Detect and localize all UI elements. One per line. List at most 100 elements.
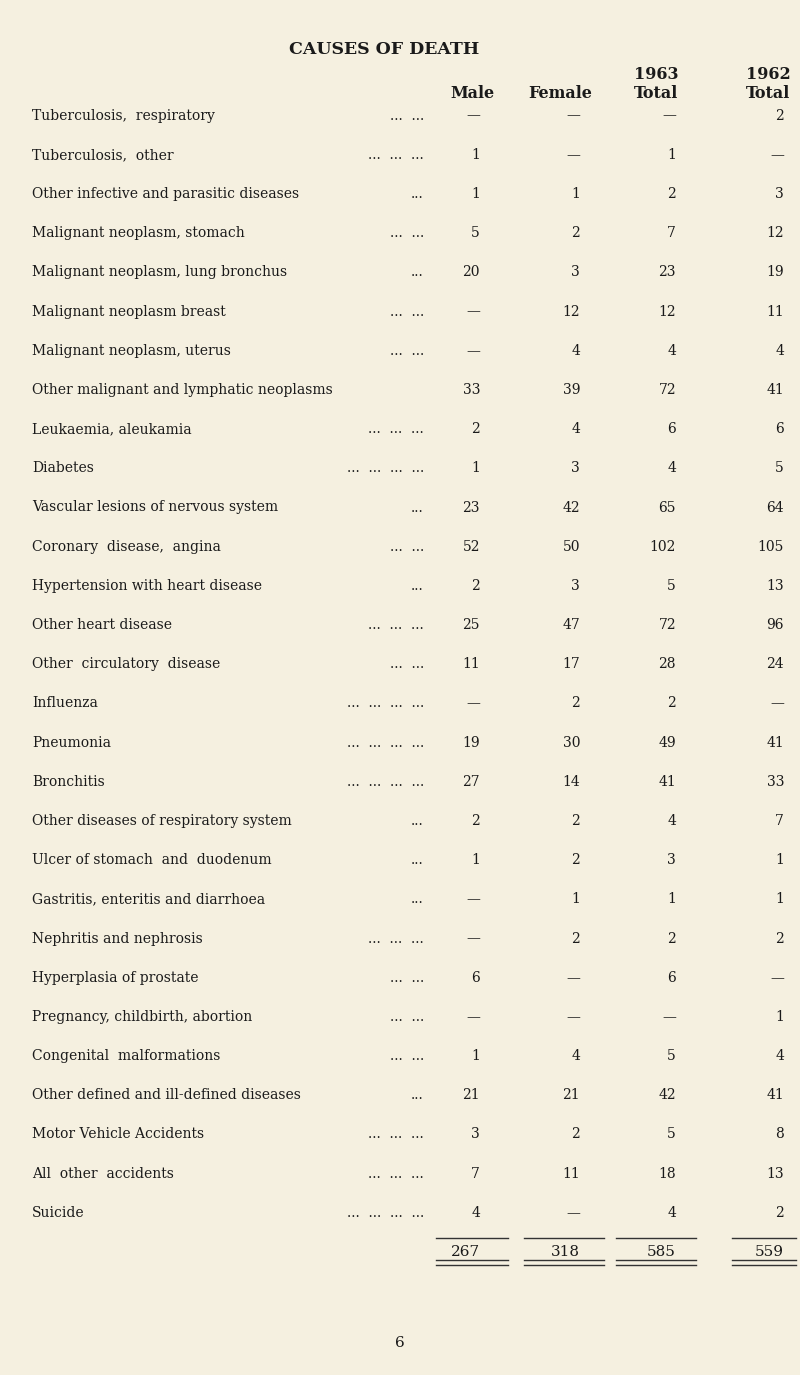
Text: ...  ...  ...: ... ... ... (368, 619, 424, 632)
Text: 64: 64 (766, 500, 784, 514)
Text: ...: ... (411, 814, 424, 828)
Text: ...: ... (411, 265, 424, 279)
Text: 6: 6 (667, 422, 676, 436)
Text: Pneumonia: Pneumonia (32, 736, 111, 749)
Text: Malignant neoplasm breast: Malignant neoplasm breast (32, 305, 226, 319)
Text: Malignant neoplasm, stomach: Malignant neoplasm, stomach (32, 227, 245, 241)
Text: 1962: 1962 (746, 66, 790, 82)
Text: 24: 24 (766, 657, 784, 671)
Text: —: — (566, 148, 580, 162)
Text: Influenza: Influenza (32, 696, 98, 711)
Text: 3: 3 (667, 852, 676, 868)
Text: 4: 4 (775, 344, 784, 358)
Text: —: — (466, 932, 480, 946)
Text: 2: 2 (471, 579, 480, 593)
Text: 19: 19 (462, 736, 480, 749)
Text: 1: 1 (667, 148, 676, 162)
Text: 4: 4 (667, 344, 676, 358)
Text: 4: 4 (667, 1206, 676, 1220)
Text: —: — (466, 305, 480, 319)
Text: ...  ...: ... ... (390, 657, 424, 671)
Text: Total: Total (746, 85, 790, 102)
Text: 39: 39 (562, 384, 580, 397)
Text: ...  ...  ...: ... ... ... (368, 148, 424, 162)
Text: 585: 585 (647, 1246, 676, 1260)
Text: 6: 6 (471, 971, 480, 984)
Text: —: — (662, 1009, 676, 1024)
Text: Other malignant and lymphatic neoplasms: Other malignant and lymphatic neoplasms (32, 384, 333, 397)
Text: 72: 72 (658, 384, 676, 397)
Text: 18: 18 (658, 1166, 676, 1181)
Text: 3: 3 (471, 1128, 480, 1141)
Text: 27: 27 (462, 775, 480, 789)
Text: 41: 41 (766, 1089, 784, 1103)
Text: 12: 12 (658, 305, 676, 319)
Text: 13: 13 (766, 579, 784, 593)
Text: 3: 3 (571, 461, 580, 476)
Text: Ulcer of stomach  and  duodenum: Ulcer of stomach and duodenum (32, 852, 272, 868)
Text: 2: 2 (775, 932, 784, 946)
Text: ...  ...: ... ... (390, 227, 424, 241)
Text: 2: 2 (667, 932, 676, 946)
Text: ...: ... (411, 187, 424, 201)
Text: 1963: 1963 (634, 66, 678, 82)
Text: 11: 11 (766, 305, 784, 319)
Text: Nephritis and nephrosis: Nephritis and nephrosis (32, 932, 202, 946)
Text: 41: 41 (658, 775, 676, 789)
Text: Pregnancy, childbirth, abortion: Pregnancy, childbirth, abortion (32, 1009, 252, 1024)
Text: 2: 2 (775, 1206, 784, 1220)
Text: Motor Vehicle Accidents: Motor Vehicle Accidents (32, 1128, 204, 1141)
Text: 2: 2 (571, 932, 580, 946)
Text: 3: 3 (775, 187, 784, 201)
Text: 8: 8 (775, 1128, 784, 1141)
Text: —: — (466, 892, 480, 906)
Text: 2: 2 (471, 814, 480, 828)
Text: Vascular lesions of nervous system: Vascular lesions of nervous system (32, 500, 278, 514)
Text: ...  ...  ...  ...: ... ... ... ... (346, 775, 424, 789)
Text: Tuberculosis,  respiratory: Tuberculosis, respiratory (32, 109, 215, 122)
Text: 4: 4 (571, 1049, 580, 1063)
Text: ...  ...  ...  ...: ... ... ... ... (346, 461, 424, 476)
Text: 41: 41 (766, 384, 784, 397)
Text: —: — (466, 109, 480, 122)
Text: —: — (770, 148, 784, 162)
Text: 5: 5 (667, 1049, 676, 1063)
Text: 6: 6 (667, 971, 676, 984)
Text: —: — (566, 1206, 580, 1220)
Text: Coronary  disease,  angina: Coronary disease, angina (32, 540, 221, 554)
Text: Suicide: Suicide (32, 1206, 85, 1220)
Text: 5: 5 (471, 227, 480, 241)
Text: ...  ...: ... ... (390, 344, 424, 358)
Text: ...  ...  ...  ...: ... ... ... ... (346, 736, 424, 749)
Text: 4: 4 (775, 1049, 784, 1063)
Text: 2: 2 (571, 814, 580, 828)
Text: 559: 559 (755, 1246, 784, 1260)
Text: 21: 21 (462, 1089, 480, 1103)
Text: Total: Total (634, 85, 678, 102)
Text: 33: 33 (462, 384, 480, 397)
Text: ...: ... (411, 500, 424, 514)
Text: 2: 2 (571, 227, 580, 241)
Text: ...  ...: ... ... (390, 109, 424, 122)
Text: 4: 4 (667, 461, 676, 476)
Text: —: — (566, 971, 580, 984)
Text: ...  ...  ...: ... ... ... (368, 1128, 424, 1141)
Text: All  other  accidents: All other accidents (32, 1166, 174, 1181)
Text: ...: ... (411, 1089, 424, 1103)
Text: 65: 65 (658, 500, 676, 514)
Text: 19: 19 (766, 265, 784, 279)
Text: ...: ... (411, 852, 424, 868)
Text: 28: 28 (658, 657, 676, 671)
Text: —: — (662, 109, 676, 122)
Text: 3: 3 (571, 579, 580, 593)
Text: 6: 6 (775, 422, 784, 436)
Text: 11: 11 (562, 1166, 580, 1181)
Text: 47: 47 (562, 619, 580, 632)
Text: 7: 7 (471, 1166, 480, 1181)
Text: Other diseases of respiratory system: Other diseases of respiratory system (32, 814, 292, 828)
Text: 50: 50 (562, 540, 580, 554)
Text: Hypertension with heart disease: Hypertension with heart disease (32, 579, 262, 593)
Text: Other  circulatory  disease: Other circulatory disease (32, 657, 220, 671)
Text: Female: Female (528, 85, 592, 102)
Text: 1: 1 (571, 892, 580, 906)
